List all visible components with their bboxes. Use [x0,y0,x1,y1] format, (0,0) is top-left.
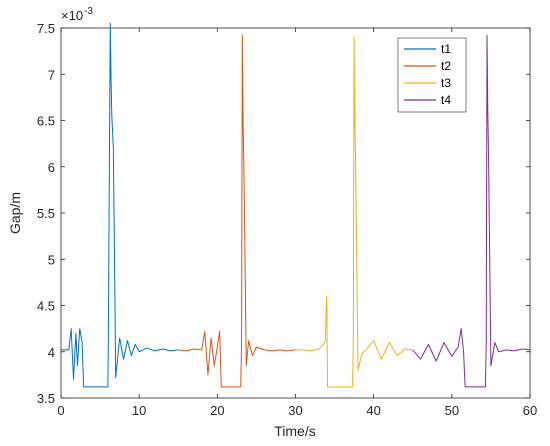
y-exponent-base: ×10 [61,8,83,23]
y-axis-ticks: 3.5 4 4.5 5 5.5 6 6.5 7 7.5 [37,21,530,406]
series-layer [61,22,531,388]
series-line-t1 [61,22,179,388]
y-tick-label: 4 [48,345,55,360]
x-tick-label: 50 [445,403,459,418]
y-tick-label: 5.5 [37,206,55,221]
x-axis-label: Time/s [274,423,315,439]
legend: t1 t2 t3 t4 [397,37,467,113]
series-line-t3 [295,36,413,388]
x-tick-label: 10 [132,403,146,418]
series-line-t2 [178,34,296,388]
y-tick-label: 6 [48,160,55,175]
y-axis-label: Gap/m [7,192,23,234]
x-axis-ticks: 0 10 20 30 40 50 60 [57,28,537,418]
y-tick-label: 5 [48,252,55,267]
legend-label-t2: t2 [441,59,451,73]
x-tick-label: 20 [210,403,224,418]
y-tick-label: 7 [48,67,55,82]
x-tick-label: 60 [523,403,537,418]
y-axis-exponent: ×10 -3 [61,6,93,23]
y-tick-label: 3.5 [37,391,55,406]
y-tick-label: 4.5 [37,299,55,314]
x-tick-label: 0 [57,403,64,418]
legend-label-t4: t4 [441,93,451,107]
y-tick-label: 6.5 [37,114,55,129]
y-exponent-power: -3 [84,6,93,17]
y-tick-label: 7.5 [37,21,55,36]
legend-label-t3: t3 [441,76,451,90]
legend-label-t1: t1 [441,42,451,56]
series-line-t4 [412,34,531,388]
x-tick-label: 30 [288,403,302,418]
x-tick-label: 40 [366,403,380,418]
legend-entries: t1 t2 t3 t4 [404,42,451,107]
